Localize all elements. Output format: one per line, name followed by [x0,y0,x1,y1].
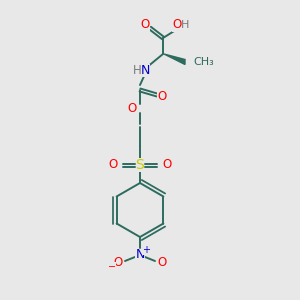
Text: O: O [158,256,166,268]
Text: +: + [142,245,150,255]
Polygon shape [164,54,185,64]
Text: S: S [136,158,144,172]
Text: N: N [135,248,145,262]
Text: H: H [133,64,141,76]
Text: O: O [162,158,172,172]
Text: N: N [140,64,150,76]
Text: O: O [108,158,118,172]
Text: −: − [108,262,116,272]
Text: O: O [113,256,123,268]
Text: O: O [172,19,182,32]
Text: O: O [128,103,136,116]
Text: H: H [181,20,189,30]
Text: CH₃: CH₃ [193,57,214,67]
Text: O: O [140,17,150,31]
Text: O: O [158,91,166,103]
